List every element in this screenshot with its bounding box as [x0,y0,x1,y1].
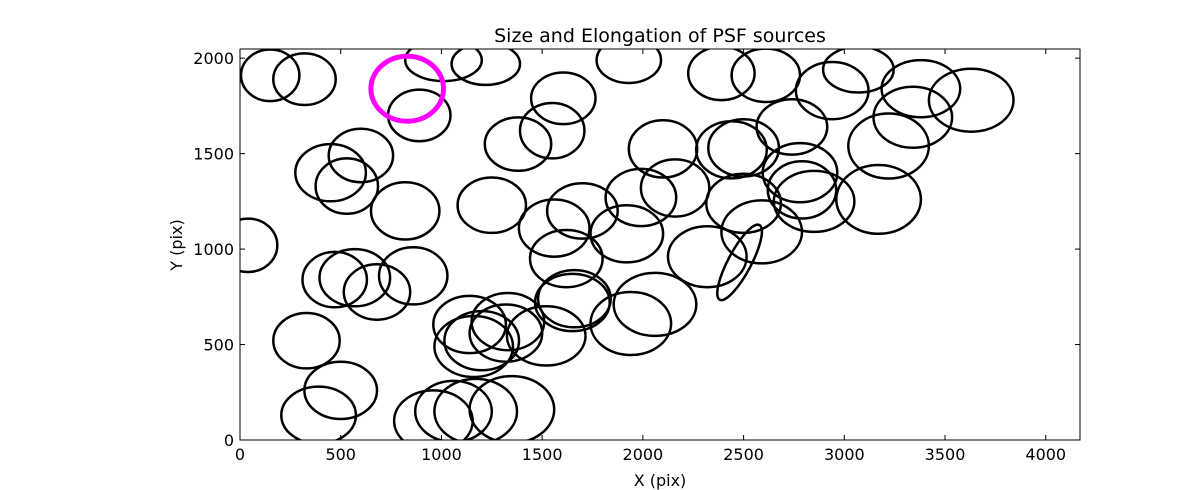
x-tick-label: 2500 [723,445,764,464]
x-tick-label: 4000 [1025,445,1066,464]
psf-source-ellipse-42 [318,247,392,308]
psf-source-ellipse-56 [468,303,544,363]
psf-source-ellipse-25 [589,203,665,264]
psf-source-ellipse-38 [666,224,748,289]
y-tick-label: 0 [224,431,234,450]
y-axis-label: Y (pix) [167,219,186,271]
x-axis-label: X (pix) [634,471,687,490]
psf-source-ellipse-52 [432,294,508,355]
y-tick-label: 1500 [193,145,234,164]
psf-source-ellipse-39 [716,223,764,302]
psf-source-ellipse-37 [847,112,931,180]
chart-title: Size and Elongation of PSF sources [494,25,826,47]
psf-source-ellipse-18 [294,142,368,203]
psf-source-ellipse-44 [377,245,449,306]
psf-source-ellipse-57 [505,305,587,367]
psf-source-ellipse-19 [314,157,380,216]
psf-source-ellipse-43 [342,263,412,321]
psf-source-ellipse-36 [835,163,923,236]
psf-source-ellipse-21 [456,176,528,235]
psf-source-ellipse-13 [755,97,829,156]
psf-source-ellipse-53 [433,314,515,379]
psf-source-ellipse-11 [927,67,1015,133]
psf-source-ellipse-35 [772,169,856,234]
x-tick-label: 1000 [421,445,462,464]
psf-source-ellipse-60 [589,290,673,357]
psf-source-ellipse-45 [272,311,341,370]
y-tick-label: 1000 [193,240,234,259]
psf-source-ellipse-46 [303,360,379,421]
y-tick-label: 500 [203,336,234,355]
psf-source-ellipse-6 [686,49,756,102]
psf-source-ellipse-51 [468,374,556,440]
psf-source-ellipse-3 [450,49,522,87]
x-tick-label: 500 [325,445,356,464]
psf-source-ellipse-5 [595,49,663,85]
psf-source-ellipse-9 [821,49,895,94]
x-tick-label: 2000 [623,445,664,464]
psf-source-ellipse-4 [529,71,597,126]
psf-source-ellipse-12 [872,85,954,150]
psf-source-ellipse-28 [639,158,711,218]
psf-source-ellipse-59 [536,268,612,329]
psf-source-ellipse-15 [483,116,553,173]
ellipse-layer [240,49,1015,440]
psf-source-ellipse-32 [720,199,804,265]
psf-source-ellipse-24 [528,228,604,289]
psf-source-ellipse-17 [327,127,395,184]
psf-source-ellipse-0 [240,49,301,103]
x-tick-label: 1500 [522,445,563,464]
plot-frame [239,48,1081,441]
psf-source-ellipse-50 [433,377,519,440]
y-tick-label: 2000 [193,49,234,68]
psf-source-ellipse-49 [413,379,494,440]
psf-source-ellipse-20 [369,181,441,241]
psf-source-ellipse-33 [761,141,839,204]
psf-source-ellipse-41 [301,250,369,309]
psf-source-ellipse-26 [604,167,678,228]
x-tick-label: 0 [235,445,245,464]
x-tick-label: 3500 [925,445,966,464]
psf-source-ellipse-61 [612,271,698,338]
psf-source-ellipse-47 [280,385,358,440]
psf-source-ellipse-22 [545,181,619,240]
psf-source-ellipse-1 [272,52,337,107]
psf-source-ellipse-34 [766,160,838,220]
psf-source-ellipse-10 [880,58,962,119]
highlight-source-ellipse [368,53,447,124]
psf-source-ellipse-16 [518,101,586,160]
axis-ticks: 0 500 1000 1500 2000 2500 3000 3500 4000 0 500 1000… [193,49,1080,464]
psf-source-ellipse-23 [517,198,591,258]
x-tick-label: 3000 [824,445,865,464]
psf-source-ellipse-40 [240,217,279,274]
